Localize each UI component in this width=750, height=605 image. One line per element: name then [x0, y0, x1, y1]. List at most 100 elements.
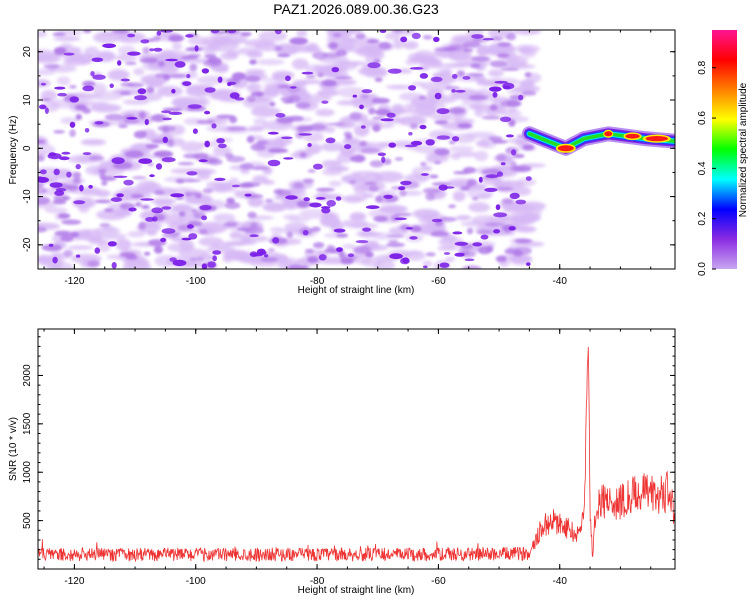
noise-blob-dark: [420, 173, 429, 176]
noise-blob-dark: [109, 83, 114, 89]
noise-blob-light: [402, 40, 419, 50]
y-tick-label: -20: [22, 237, 33, 252]
noise-blob-mid: [359, 141, 367, 147]
noise-blob-mid: [74, 104, 87, 111]
noise-blob-light: [213, 213, 236, 222]
noise-blob-mid: [223, 222, 238, 227]
noise-blob-dark: [66, 171, 72, 178]
noise-blob-mid: [313, 242, 325, 249]
noise-blob-mid: [348, 180, 356, 185]
noise-blob-light: [261, 180, 275, 185]
noise-blob-mid: [470, 56, 490, 62]
noise-blob-mid: [422, 187, 441, 194]
noise-blob-mid: [305, 248, 314, 254]
noise-blob-mid: [145, 144, 160, 149]
noise-blob-light: [222, 241, 248, 247]
colorbar-bar: [712, 30, 737, 269]
signal-track-band: [527, 132, 675, 151]
noise-blob-light: [464, 131, 496, 139]
noise-blob-mid: [506, 100, 522, 108]
noise-blob-mid: [287, 115, 304, 122]
noise-blob-light: [496, 181, 515, 193]
noise-blob-dark: [408, 85, 417, 91]
noise-blob-mid: [282, 100, 295, 104]
noise-blob-mid: [462, 48, 474, 53]
noise-blob-dark: [318, 254, 327, 261]
noise-blob-dark: [301, 71, 314, 75]
noise-blob-light: [50, 263, 63, 269]
noise-blob-dark: [359, 104, 364, 110]
noise-blob-dark: [452, 136, 460, 142]
noise-blob-light: [115, 54, 137, 62]
snr-panel: -120 -100 -80 -60 -40 500 1000 1500 2000 Height…: [8, 328, 676, 596]
noise-blob-mid: [158, 61, 165, 67]
noise-blob-mid: [280, 96, 294, 102]
noise-blob-mid: [104, 208, 114, 213]
noise-blob-dark: [336, 247, 343, 253]
noise-dark-layer: [38, 30, 532, 269]
noise-blob-dark: [153, 47, 163, 52]
noise-blob-mid: [250, 143, 266, 152]
noise-blob-mid: [524, 72, 532, 77]
noise-blob-mid: [449, 141, 456, 144]
noise-blob-light: [283, 198, 298, 210]
noise-blob-dark: [161, 110, 171, 114]
noise-blob-light: [207, 187, 240, 193]
colorbar-tick-label: 0.4: [697, 161, 708, 175]
noise-blob-light: [361, 257, 384, 267]
noise-blob-light: [431, 115, 461, 121]
noise-blob-dark: [94, 247, 101, 254]
noise-blob-mid: [385, 242, 406, 248]
noise-blob-mid: [125, 61, 137, 65]
noise-blob-dark: [201, 215, 208, 221]
noise-blob-dark: [302, 230, 309, 236]
noise-blob-dark: [451, 89, 456, 93]
noise-blob-mid: [514, 246, 532, 255]
noise-blob-mid: [481, 115, 501, 120]
noise-blob-mid: [328, 42, 338, 49]
noise-blob-mid: [268, 148, 289, 154]
noise-blob-dark: [168, 111, 183, 115]
noise-blob-mid: [425, 252, 436, 257]
noise-blob-mid: [422, 35, 433, 40]
noise-blob-mid: [420, 161, 427, 167]
noise-blob-light: [397, 116, 427, 126]
noise-blob-dark: [84, 128, 90, 133]
noise-blob-dark: [419, 73, 429, 79]
noise-blob-mid: [497, 42, 512, 47]
noise-blob-dark: [489, 86, 502, 92]
noise-blob-dark: [210, 30, 220, 34]
noise-blob-mid: [82, 80, 96, 88]
noise-blob-mid: [513, 165, 532, 173]
noise-blob-light: [349, 212, 367, 222]
noise-blob-mid: [298, 200, 308, 207]
noise-blob-dark: [152, 216, 158, 222]
noise-blob-light: [40, 89, 58, 101]
noise-blob-mid: [132, 176, 147, 180]
noise-blob-mid: [354, 245, 372, 254]
noise-blob-mid: [153, 190, 165, 195]
noise-blob-light: [157, 50, 189, 59]
signal-hotspot: [604, 131, 613, 137]
noise-blob-dark: [307, 143, 312, 147]
noise-blob-mid: [311, 226, 321, 232]
noise-blob-mid: [364, 181, 377, 186]
noise-blob-dark: [365, 205, 380, 210]
noise-blob-mid: [395, 212, 413, 217]
noise-blob-mid: [489, 104, 498, 111]
noise-blob-dark: [48, 243, 54, 247]
noise-blob-light: [437, 245, 458, 251]
noise-blob-mid: [373, 215, 388, 222]
noise-blob-dark: [436, 135, 451, 140]
noise-blob-mid: [366, 39, 380, 44]
snr-series-line: [38, 346, 675, 563]
noise-blob-light: [167, 242, 195, 253]
noise-blob-dark: [492, 91, 498, 98]
noise-blob-dark: [325, 137, 336, 144]
noise-blob-light: [372, 232, 391, 241]
noise-blob-dark: [38, 176, 43, 181]
noise-blob-mid: [38, 196, 51, 205]
noise-blob-mid: [138, 221, 146, 230]
noise-blob-dark: [377, 152, 386, 157]
noise-blob-light: [407, 52, 427, 62]
